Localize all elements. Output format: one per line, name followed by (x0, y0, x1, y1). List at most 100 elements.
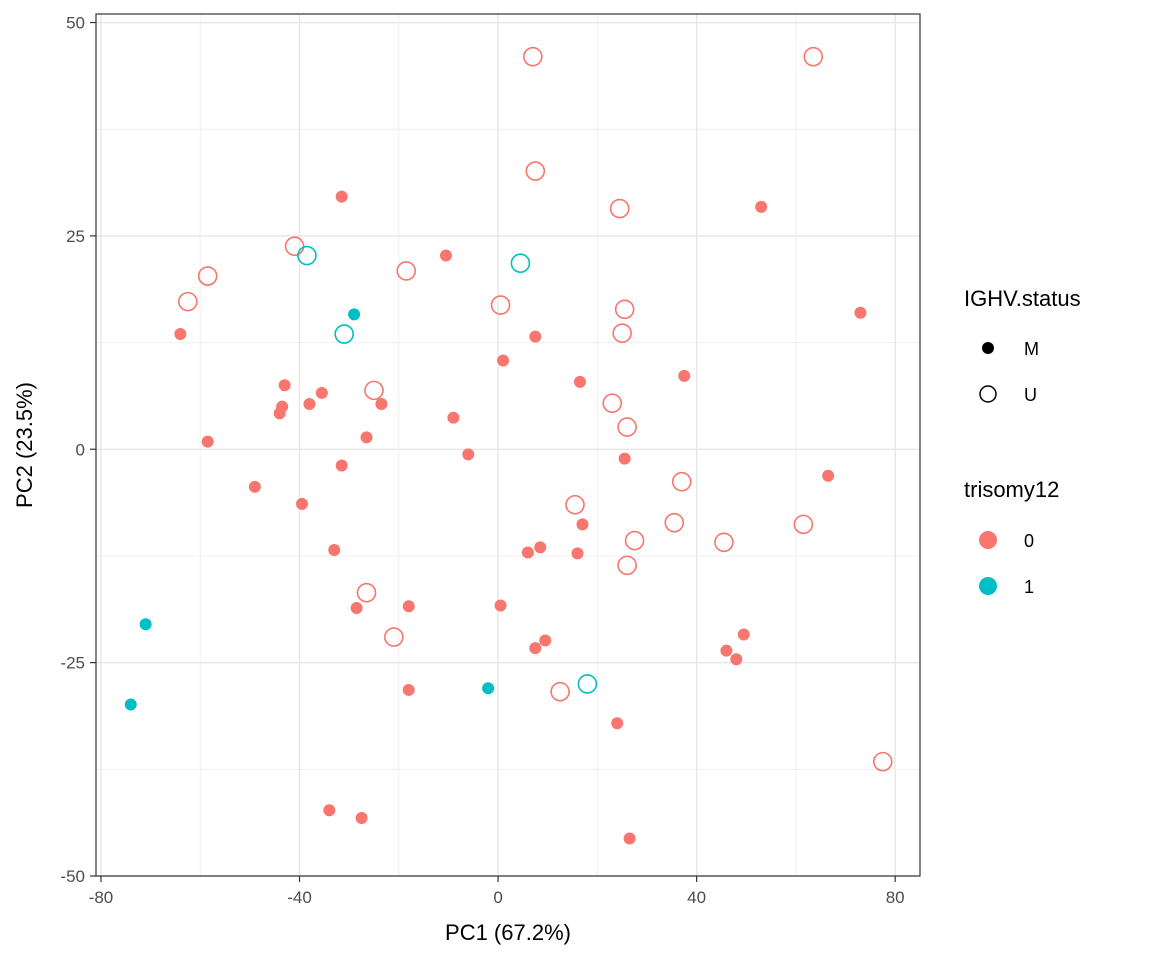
data-point-m-trisomy0 (201, 435, 214, 448)
data-point-m-trisomy0 (335, 190, 348, 203)
data-point-u-trisomy0 (525, 161, 546, 181)
data-point-m-trisomy1 (139, 618, 152, 631)
data-point-m-trisomy0 (273, 407, 286, 420)
data-point-m-trisomy0 (303, 398, 316, 411)
data-point-u-trisomy0 (178, 291, 198, 312)
data-point-u-trisomy0 (872, 751, 893, 772)
data-point-u-trisomy0 (714, 532, 734, 553)
data-point-m-trisomy0 (174, 328, 187, 341)
data-point-m-trisomy0 (328, 543, 341, 556)
legend-label-u: U (1024, 385, 1037, 405)
y-tick-label: 50 (66, 14, 85, 33)
legend-key-trisomy-0 (979, 531, 997, 549)
data-point-m-trisomy0 (248, 480, 261, 493)
data-point-m-trisomy0 (521, 546, 534, 559)
data-point-m-trisomy0 (623, 832, 636, 845)
data-point-u-trisomy0 (197, 266, 218, 286)
data-point-u-trisomy0 (396, 261, 417, 281)
legend-label-trisomy-1: 1 (1024, 577, 1034, 597)
plot-panel-border (95, 13, 921, 877)
data-point-m-trisomy0 (315, 386, 328, 399)
data-point-u-trisomy0 (565, 494, 585, 515)
data-point-m-trisomy0 (730, 653, 743, 666)
data-point-m-trisomy0 (573, 375, 586, 388)
legend: IGHV.status M U trisomy12 0 1 (964, 286, 1081, 597)
data-point-u-trisomy0 (602, 393, 623, 413)
data-point-m-trisomy0 (296, 497, 308, 510)
data-point-u-trisomy0 (612, 323, 632, 343)
data-point-m-trisomy0 (402, 600, 415, 613)
data-point-u-trisomy0 (793, 514, 814, 535)
data-point-m-trisomy0 (611, 717, 624, 730)
legend-title-trisomy12: trisomy12 (964, 477, 1059, 502)
data-point-m-trisomy0 (278, 379, 291, 392)
data-point-u-trisomy0 (284, 236, 305, 256)
data-point-m-trisomy0 (678, 369, 691, 382)
data-point-m-trisomy1 (348, 308, 361, 321)
data-point-m-trisomy0 (402, 683, 415, 696)
data-point-u-trisomy0 (617, 417, 637, 437)
data-point-u-trisomy0 (664, 512, 685, 533)
data-point-m-trisomy0 (447, 411, 460, 424)
data-point-m-trisomy0 (539, 634, 552, 647)
data-point-u-trisomy0 (384, 627, 404, 647)
legend-key-u-open-circle (979, 385, 997, 403)
data-point-m-trisomy0 (737, 628, 750, 641)
data-point-m-trisomy1 (482, 682, 495, 695)
minor-gridlines (96, 14, 920, 876)
y-tick-label: -50 (60, 867, 85, 886)
data-point-m-trisomy0 (720, 644, 733, 657)
data-point-u-trisomy0 (364, 380, 384, 401)
x-tick-label: -40 (287, 888, 312, 907)
data-point-m-trisomy1 (124, 698, 137, 711)
data-point-u-trisomy0 (609, 198, 630, 219)
legend-title-ighv-status: IGHV.status (964, 286, 1081, 311)
data-point-m-trisomy0 (755, 200, 768, 213)
data-point-m-trisomy0 (534, 541, 547, 554)
axis-ticks (90, 21, 896, 882)
data-point-m-trisomy0 (439, 249, 452, 262)
y-tick-label: -25 (60, 654, 85, 673)
y-tick-label: 0 (76, 440, 85, 459)
data-point-m-trisomy0 (529, 642, 542, 655)
data-point-m-trisomy0 (323, 804, 336, 817)
data-point-u-trisomy0 (523, 46, 543, 67)
data-point-m-trisomy0 (360, 431, 373, 444)
data-points (124, 46, 893, 845)
data-point-u-trisomy0 (550, 681, 570, 702)
data-point-u-trisomy0 (803, 46, 824, 67)
y-axis-title: PC2 (23.5%) (12, 382, 37, 508)
legend-key-trisomy-1 (979, 577, 997, 595)
data-point-m-trisomy0 (576, 518, 589, 531)
data-point-m-trisomy0 (375, 398, 388, 411)
data-point-m-trisomy0 (462, 448, 475, 461)
data-point-u-trisomy0 (624, 530, 645, 551)
legend-key-m-filled-circle (982, 342, 994, 354)
legend-label-m: M (1024, 339, 1039, 359)
legend-label-trisomy-0: 0 (1024, 531, 1034, 551)
data-point-m-trisomy0 (618, 452, 631, 465)
y-tick-label: 25 (66, 227, 85, 246)
data-point-u-trisomy0 (671, 471, 692, 492)
x-tick-label: 0 (493, 888, 502, 907)
data-point-m-trisomy0 (822, 469, 835, 482)
x-tick-label: 40 (687, 888, 706, 907)
data-point-m-trisomy0 (571, 547, 584, 560)
data-point-m-trisomy0 (350, 602, 363, 615)
data-point-u-trisomy0 (617, 555, 637, 576)
x-axis-title: PC1 (67.2%) (445, 920, 571, 945)
x-tick-label: 80 (886, 888, 905, 907)
data-point-u-trisomy0 (490, 295, 511, 315)
data-point-u-trisomy1 (510, 253, 531, 274)
data-point-u-trisomy0 (356, 582, 377, 603)
data-point-m-trisomy0 (854, 306, 867, 319)
data-point-m-trisomy0 (529, 330, 542, 343)
x-tick-label: -80 (89, 888, 114, 907)
data-point-m-trisomy0 (497, 354, 510, 367)
data-point-m-trisomy0 (494, 599, 507, 612)
data-point-m-trisomy0 (355, 811, 368, 824)
data-point-m-trisomy0 (335, 459, 348, 472)
data-point-u-trisomy1 (334, 324, 354, 344)
data-point-u-trisomy1 (297, 245, 317, 266)
